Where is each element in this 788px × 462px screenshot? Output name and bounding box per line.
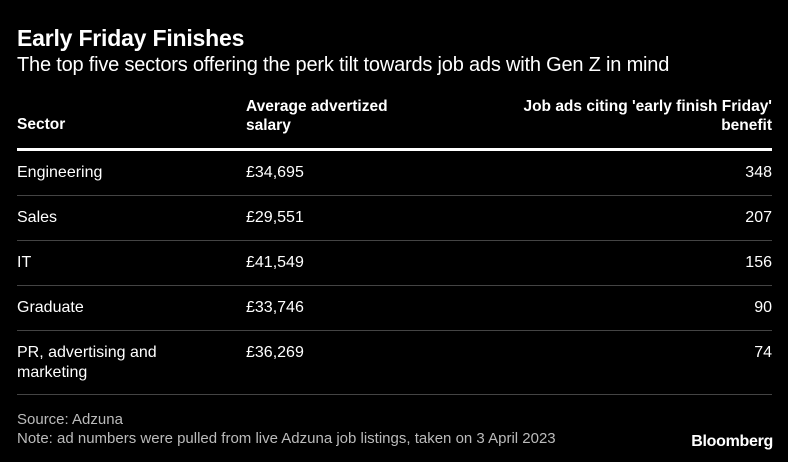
cell-sector: Sales — [17, 209, 58, 226]
cell-salary: £34,695 — [246, 164, 304, 181]
cell-job-ads: 90 — [754, 299, 772, 316]
cell-sector: PR, advertising and marketing — [17, 344, 157, 381]
table-row: Engineering £34,695 348 — [17, 151, 772, 196]
table-row: IT £41,549 156 — [17, 241, 772, 286]
cell-sector: Graduate — [17, 299, 84, 316]
cell-salary: £29,551 — [246, 209, 304, 226]
source-note: Source: Adzuna — [17, 411, 123, 428]
bloomberg-logo: Bloomberg — [691, 433, 773, 450]
table-row: PR, advertising and marketing £36,269 74 — [17, 331, 772, 395]
cell-salary: £36,269 — [246, 344, 304, 361]
cell-job-ads: 348 — [745, 164, 772, 181]
cell-salary: £41,549 — [246, 254, 304, 271]
chart-title: Early Friday Finishes — [17, 25, 245, 51]
table-row: Graduate £33,746 90 — [17, 286, 772, 331]
column-header-sector: Sector — [17, 116, 66, 133]
table-row: Sales £29,551 207 — [17, 196, 772, 241]
cell-sector: Engineering — [17, 164, 103, 181]
footnote: Note: ad numbers were pulled from live A… — [17, 430, 556, 447]
chart-subtitle: The top five sectors offering the perk t… — [17, 54, 670, 76]
cell-sector: IT — [17, 254, 32, 271]
cell-job-ads: 156 — [745, 254, 772, 271]
column-header-job-ads: Job ads citing 'early finish Friday' ben… — [523, 98, 772, 134]
data-table: Sector Average advertized salary Job ads… — [17, 96, 772, 395]
cell-job-ads: 207 — [745, 209, 772, 226]
cell-job-ads: 74 — [754, 344, 772, 361]
column-header-salary: Average advertized salary — [246, 98, 388, 134]
cell-salary: £33,746 — [246, 299, 304, 316]
table-header: Sector Average advertized salary Job ads… — [17, 96, 772, 151]
